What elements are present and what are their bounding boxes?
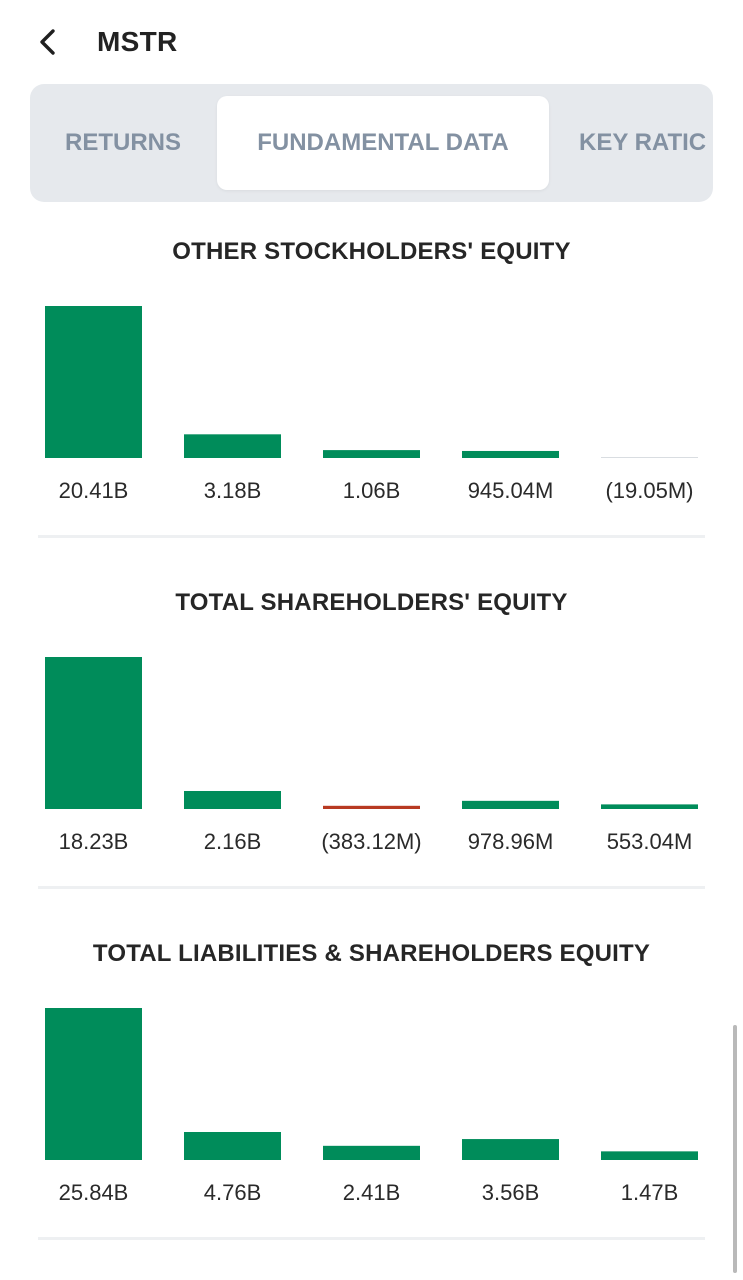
section-title: TOTAL SHAREHOLDERS' EQUITY [175,589,568,616]
bar-chart: 18.23B 2.16B (383.12M) 978.96M 553.04M [45,657,698,854]
bar-1 [45,657,142,809]
bar-value-label: 25.84B [59,1180,129,1205]
bar-5 [601,457,698,458]
tab-fundamental-data[interactable]: FUNDAMENTAL DATA [217,96,549,190]
tab-key-ratios[interactable]: KEY RATIC [579,129,707,156]
tab-bar: RETURNS FUNDAMENTAL DATA KEY RATIC [30,84,713,202]
bar-value-label: (383.12M) [321,829,421,854]
scrollbar[interactable] [733,1025,737,1273]
bar-2 [184,1132,281,1160]
bar-3 [323,805,420,809]
bar-value-label: 945.04M [468,478,554,503]
bar-value-label: 20.41B [59,478,129,503]
bar-value-label: (19.05M) [605,478,693,503]
bar-value-label: 3.56B [482,1180,540,1205]
header: MSTR [0,0,743,84]
bar-value-label: 1.06B [343,478,401,503]
bar-value-label: 1.47B [621,1180,679,1205]
bar-1 [45,306,142,458]
bar-3 [323,1145,420,1160]
bar-value-label: 2.16B [204,829,262,854]
bar-value-label: 4.76B [204,1180,262,1205]
bar-value-label: 978.96M [468,829,554,854]
section-divider [38,1237,705,1240]
bar-chart: 25.84B 4.76B 2.41B 3.56B 1.47B [45,1008,698,1205]
bar-4 [462,450,559,458]
bar-2 [184,434,281,458]
bar-value-label: 18.23B [59,829,129,854]
section-other-stockholders-equity: OTHER STOCKHOLDERS' EQUITY 20.41B 3.18B 1.… [38,230,705,540]
chevron-left-icon [40,29,55,55]
section-total-shareholders-equity: TOTAL SHAREHOLDERS' EQUITY 18.23B 2.16B (3… [38,581,705,891]
bar-value-label: 553.04M [607,829,693,854]
bar-3 [323,450,420,458]
page-title: MSTR [97,26,178,57]
bar-5 [601,1151,698,1160]
bar-value-label: 2.41B [343,1180,401,1205]
bar-4 [462,800,559,809]
tab-returns[interactable]: RETURNS [64,129,181,156]
section-divider [38,886,705,889]
bar-chart: 20.41B 3.18B 1.06B 945.04M (19.05M) [45,306,698,503]
bar-1 [45,1008,142,1160]
section-total-liabilities-shareholders-equity: TOTAL LIABILITIES & SHAREHOLDERS EQUITY … [38,932,705,1242]
section-divider [38,535,705,538]
back-button[interactable] [30,24,66,60]
section-title: TOTAL LIABILITIES & SHAREHOLDERS EQUITY [92,940,651,967]
bar-value-label: 3.18B [204,478,262,503]
section-title: OTHER STOCKHOLDERS' EQUITY [172,238,571,265]
bar-4 [462,1139,559,1160]
bar-2 [184,790,281,809]
bar-5 [601,804,698,809]
